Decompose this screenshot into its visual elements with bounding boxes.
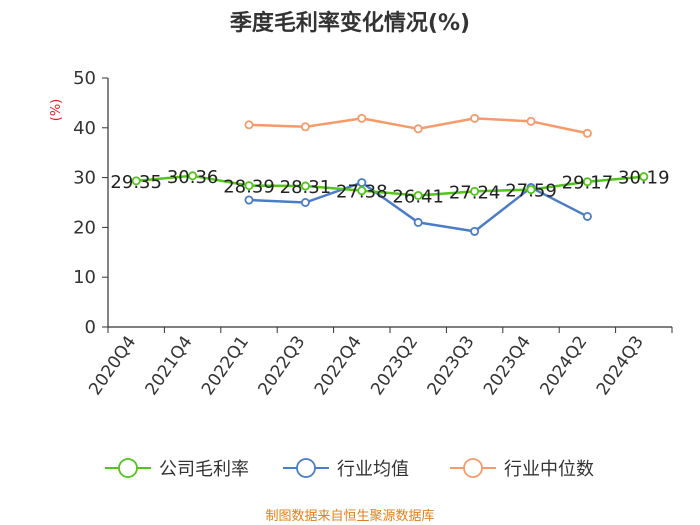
legend-item[interactable]: 行业均值 [283,458,409,480]
data-label: 28.31 [280,177,332,198]
source-note: 制图数据来自恒生聚源数据库 [265,508,434,524]
y-tick-label: 10 [73,267,96,288]
data-label: 29.35 [110,172,162,193]
legend-item[interactable]: 公司毛利率 [105,458,249,480]
data-label: 29.17 [562,173,614,194]
data-label: 26.41 [392,186,444,207]
legend-marker [296,458,316,478]
data-label: 27.59 [505,181,557,202]
x-tick-label: 2024Q3 [593,332,648,399]
data-point[interactable] [188,171,198,181]
x-axis: 2020Q4 2021Q4 2022Q1 2022Q3 2022Q4 2023Q2 2023… [85,326,673,399]
legend-item[interactable]: 行业中位数 [450,458,594,480]
legend: 公司毛利率 行业均值 行业中位数 [105,458,594,480]
data-point[interactable] [582,177,592,187]
y-tick-label: 20 [73,217,96,238]
data-point[interactable] [244,195,254,205]
legend-marker [463,458,483,478]
data-point[interactable] [470,226,480,236]
y-tick-label: 30 [73,168,96,189]
series-0 [131,171,649,200]
data-point[interactable] [470,113,480,123]
data-point[interactable] [413,124,423,134]
data-label: 27.24 [449,182,501,203]
x-tick-label: 2023Q4 [480,332,535,399]
data-point[interactable] [639,172,649,182]
y-tick-label: 40 [73,118,96,139]
data-labels: 29.35 30.36 28.39 28.31 27.38 26.41 27.24 27.59… [110,167,669,208]
legend-marker [118,458,138,478]
x-tick-label: 2023Q2 [367,332,422,399]
y-axis-label: (%) [49,99,64,122]
data-point[interactable] [244,120,254,130]
data-point[interactable] [357,186,367,196]
series-2 [244,113,592,138]
x-tick-label: 2020Q4 [85,332,140,399]
data-point[interactable] [300,181,310,191]
data-point[interactable] [131,176,141,186]
y-tick-label: 50 [73,68,96,89]
data-label: 30.19 [618,168,670,189]
data-point[interactable] [582,128,592,138]
data-point[interactable] [470,186,480,196]
data-label: 27.38 [336,182,388,203]
data-point[interactable] [357,113,367,123]
x-tick-label: 2024Q2 [536,332,591,399]
legend-label: 公司毛利率 [159,459,249,480]
y-axis: 0 10 20 30 40 50 [73,68,109,338]
x-tick-label: 2022Q1 [198,332,253,399]
legend-label: 行业均值 [337,459,409,480]
x-tick-label: 2022Q3 [254,332,309,399]
legend-label: 行业中位数 [504,459,594,480]
data-label: 28.39 [223,177,275,198]
y-tick-label: 0 [85,317,96,338]
series-layer [131,113,649,236]
x-tick-label: 2021Q4 [142,332,197,399]
data-point[interactable] [526,185,536,195]
data-point[interactable] [582,211,592,221]
data-label: 30.36 [167,167,219,188]
data-point[interactable] [300,122,310,132]
x-tick-label: 2022Q4 [311,332,366,399]
data-point[interactable] [300,197,310,207]
chart-title: 季度毛利率变化情况(%) [230,10,470,36]
data-point[interactable] [413,217,423,227]
data-point[interactable] [413,190,423,200]
x-tick-label: 2023Q3 [424,332,479,399]
data-point[interactable] [526,116,536,126]
series-line [136,174,644,197]
data-point[interactable] [244,181,254,191]
